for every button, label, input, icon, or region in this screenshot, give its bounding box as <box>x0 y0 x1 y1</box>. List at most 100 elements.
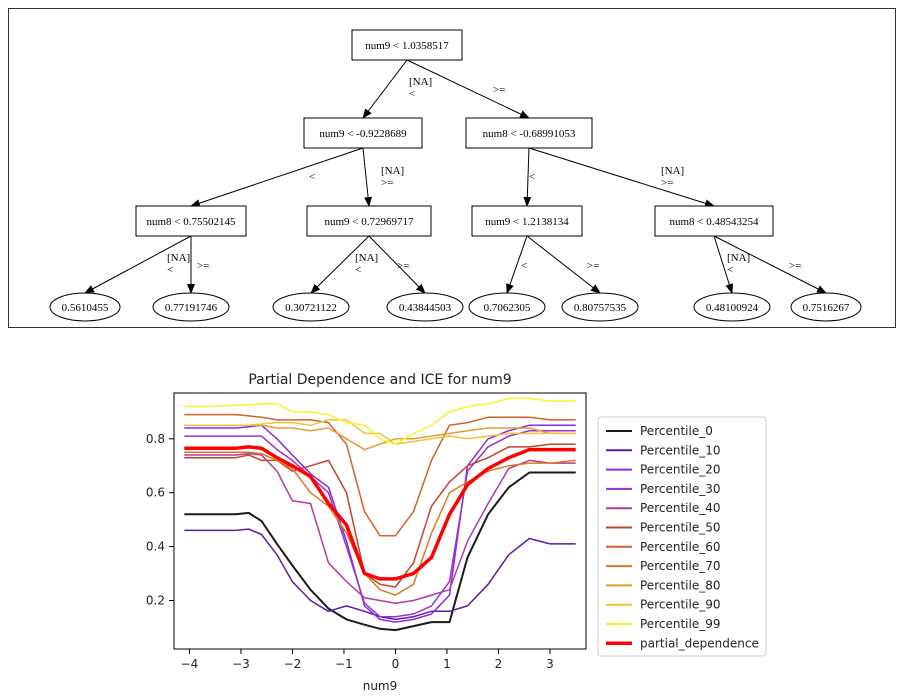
x-tick-label: −1 <box>335 657 353 671</box>
tree-split-node: num9 < 1.2138134 <box>471 205 583 237</box>
tree-edge-n5-l5 <box>526 235 601 294</box>
legend-frame <box>597 416 767 657</box>
series-line-percentile-10 <box>184 528 576 621</box>
tree-edge-n1-n4 <box>362 147 373 207</box>
chart-legend: Percentile_0 Percentile_10 Percentile_20 Pe… <box>597 416 767 657</box>
tree-edge-n4-l2 <box>310 235 370 294</box>
tree-leaf-node: 0.30721122 <box>272 292 350 322</box>
tree-edge-label: >= <box>493 84 505 96</box>
y-tick-label: 0.4 <box>146 540 165 554</box>
legend-label: partial_dependence <box>640 636 759 650</box>
series-line-percentile-50 <box>184 443 576 588</box>
tree-edge-label: [NA] <box>167 252 190 264</box>
legend-entry: Percentile_40 <box>606 501 720 515</box>
tree-edge-label: < <box>167 264 173 276</box>
x-tick-label: 0 <box>392 657 400 671</box>
tree-edge-label: [NA] <box>355 252 378 264</box>
tree-node-label: num9 < -0.9228689 <box>319 128 407 140</box>
tree-leaf-node: 0.7062305 <box>468 292 546 322</box>
legend-entry: Percentile_90 <box>606 598 720 612</box>
x-tick-label: −4 <box>181 657 199 671</box>
tree-edge-n2-n5 <box>523 147 532 207</box>
tree-node-label: 0.5610455 <box>62 302 109 314</box>
tree-node-label: 0.30721122 <box>285 302 337 314</box>
tree-split-node: num9 < 0.72969717 <box>306 205 432 237</box>
series-line-percentile-60 <box>184 413 576 537</box>
tree-leaf-node: 0.80757535 <box>561 292 639 322</box>
series-line-percentile-70 <box>184 451 576 596</box>
tree-node-label: num8 < 0.75502145 <box>146 216 236 228</box>
tree-edge-n4-l3 <box>368 235 426 294</box>
tree-split-node: num8 < 0.48543254 <box>654 205 774 237</box>
legend-label: Percentile_80 <box>640 578 720 592</box>
legend-entry: Percentile_10 <box>606 443 720 457</box>
legend-entry: Percentile_30 <box>606 482 720 496</box>
legend-label: Percentile_60 <box>640 540 720 554</box>
x-tick-label: 3 <box>546 657 554 671</box>
tree-node-label: num8 < 0.48543254 <box>669 216 759 228</box>
tree-edge-label: >= <box>661 177 673 189</box>
decision-tree-panel: [NA] < >= < [NA] >= < [NA] >= [NA] < >= [NA] < >= < >= [N… <box>8 8 896 328</box>
legend-entry: Percentile_50 <box>606 521 720 535</box>
tree-edge-label: [NA] <box>381 165 404 177</box>
legend-label: Percentile_70 <box>640 559 720 573</box>
tree-edge-label: < <box>355 264 361 276</box>
tree-leaf-node: 0.5610455 <box>49 292 121 322</box>
legend-entry: Percentile_0 <box>606 424 713 438</box>
x-tick-label: 1 <box>443 657 451 671</box>
legend-entry: Percentile_20 <box>606 463 720 477</box>
tree-edge-label: < <box>529 171 535 183</box>
legend-label: Percentile_99 <box>640 617 720 631</box>
tree-edge-label: >= <box>397 260 409 272</box>
tree-split-node: num8 < -0.68991053 <box>465 117 593 149</box>
tree-edge-n3-l0 <box>84 235 192 294</box>
x-tick-label: −3 <box>232 657 250 671</box>
series-line-percentile-30 <box>184 429 576 618</box>
tree-split-node: num9 < 1.0358517 <box>351 29 463 61</box>
legend-entry: Percentile_99 <box>606 617 720 631</box>
tree-edge-label: >= <box>197 260 209 272</box>
x-tick-label: −2 <box>284 657 302 671</box>
legend-entry: Percentile_60 <box>606 540 720 554</box>
tree-edge-label: < <box>521 260 527 272</box>
tree-leaf-node: 0.48100924 <box>693 292 771 322</box>
legend-label: Percentile_30 <box>640 482 720 496</box>
tree-edge-label: >= <box>381 177 393 189</box>
tree-edge-n0-n1 <box>362 59 408 119</box>
tree-node-label: 0.77191746 <box>165 302 218 314</box>
y-tick-label: 0.8 <box>146 432 165 446</box>
x-axis-label: num9 <box>363 679 398 693</box>
tree-node-label: 0.43844503 <box>399 302 452 314</box>
series-line-percentile-90 <box>184 419 576 445</box>
tree-node-label: num9 < 0.72969717 <box>324 216 414 228</box>
tree-edge-label: [NA] <box>727 252 750 264</box>
series-line-partial-dependence <box>184 445 576 581</box>
tree-leaf-node: 0.77191746 <box>152 292 230 322</box>
legend-label: Percentile_20 <box>640 463 720 477</box>
tree-edge-label: [NA] <box>661 165 684 177</box>
tree-leaf-node: 0.43844503 <box>386 292 464 322</box>
tree-node-label: num8 < -0.68991053 <box>483 128 576 140</box>
tree-edge-label: < <box>727 264 733 276</box>
y-tick-label: 0.6 <box>146 486 165 500</box>
tree-edge-n1-n3 <box>190 147 364 207</box>
tree-leaf-node: 0.7516267 <box>790 292 862 322</box>
tree-edge-n6-l6 <box>713 235 734 294</box>
tree-split-node: num9 < -0.9228689 <box>303 117 423 149</box>
tree-edge-n5-l4 <box>506 235 528 294</box>
legend-label: Percentile_50 <box>640 521 720 535</box>
plot-frame <box>173 392 587 650</box>
tree-edge-n2-n6 <box>528 147 715 208</box>
tree-node-label: num9 < 1.2138134 <box>485 216 569 228</box>
legend-entry: partial_dependence <box>606 636 759 650</box>
legend-label: Percentile_10 <box>640 443 720 457</box>
legend-label: Percentile_0 <box>640 424 713 438</box>
x-tick-label: 2 <box>495 657 503 671</box>
series-line-percentile-99 <box>184 397 576 445</box>
legend-entry: Percentile_80 <box>606 578 720 592</box>
tree-edge-label: [NA] <box>409 76 432 88</box>
tree-split-node: num8 < 0.75502145 <box>135 205 247 237</box>
legend-label: Percentile_90 <box>640 598 720 612</box>
tree-edge-label: >= <box>587 260 599 272</box>
chart-title: Partial Dependence and ICE for num9 <box>248 372 511 388</box>
